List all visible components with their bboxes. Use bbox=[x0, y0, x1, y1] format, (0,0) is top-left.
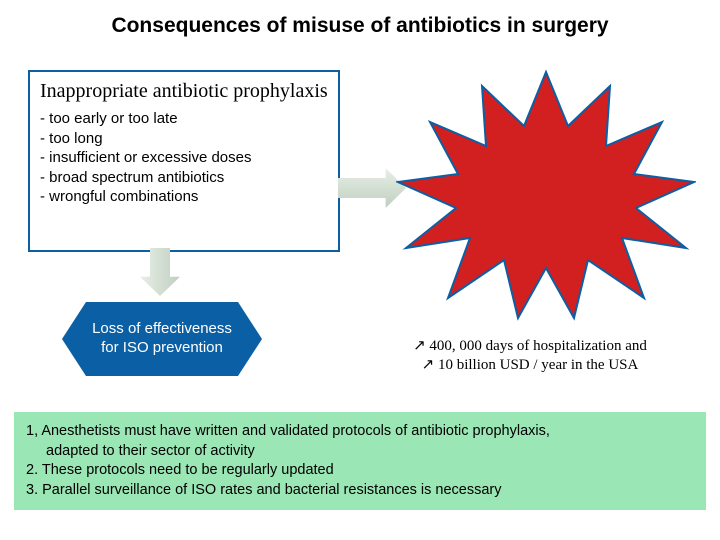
inappropriate-box: Inappropriate antibiotic prophylaxis - t… bbox=[28, 70, 340, 252]
hexagon-text: Loss of effectiveness for ISO prevention bbox=[92, 320, 232, 358]
starburst-text: ↗ resistances ↗ costs bbox=[396, 159, 696, 221]
arrow-down-icon bbox=[140, 248, 180, 296]
hex-line1: Loss of effectiveness bbox=[92, 320, 232, 337]
list-item: - wrongful combinations bbox=[40, 187, 328, 207]
caption-line2: ↗ 10 billion USD / year in the USA bbox=[422, 357, 639, 373]
starburst-line1: ↗ resistances bbox=[396, 159, 696, 190]
list-item: - too long bbox=[40, 129, 328, 149]
hex-line2: for ISO prevention bbox=[101, 339, 223, 356]
list-item: - insufficient or excessive doses bbox=[40, 148, 328, 168]
slide-title: Consequences of misuse of antibiotics in… bbox=[0, 0, 720, 46]
list-item: - broad spectrum antibiotics bbox=[40, 168, 328, 188]
footer-line: 1, Anesthetists must have written and va… bbox=[26, 423, 550, 439]
footer-line: 2. These protocols need to be regularly … bbox=[26, 462, 334, 478]
box-list: - too early or too late - too long - ins… bbox=[40, 109, 328, 207]
starburst: ↗ resistances ↗ costs bbox=[396, 64, 696, 324]
list-item: - too early or too late bbox=[40, 109, 328, 129]
box-heading: Inappropriate antibiotic prophylaxis bbox=[40, 80, 328, 103]
stats-caption: ↗ 400, 000 days of hospitalization and ↗… bbox=[360, 336, 700, 374]
starburst-line2: ↗ costs bbox=[396, 190, 696, 221]
caption-line1: ↗ 400, 000 days of hospitalization and bbox=[413, 338, 647, 354]
footer-line: 3. Parallel surveillance of ISO rates an… bbox=[26, 482, 502, 498]
hexagon-box: Loss of effectiveness for ISO prevention bbox=[62, 302, 262, 376]
footer-box: 1, Anesthetists must have written and va… bbox=[14, 412, 706, 510]
footer-line: adapted to their sector of activity bbox=[26, 442, 694, 462]
